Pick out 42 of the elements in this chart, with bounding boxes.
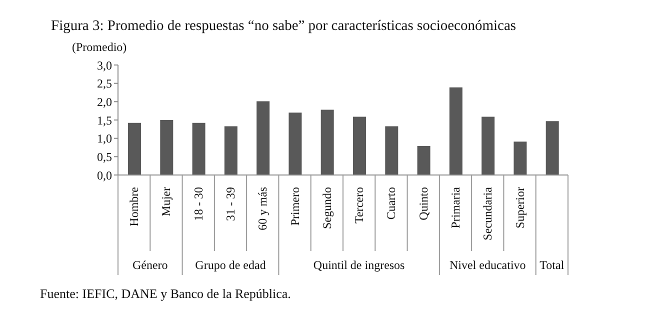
x-tick-label: Superior xyxy=(512,187,527,228)
bar xyxy=(256,101,270,175)
text: Total xyxy=(540,258,565,272)
bar xyxy=(514,142,527,175)
bar xyxy=(546,121,559,175)
y-axis-title: (Promedio) xyxy=(72,40,127,55)
y-tick-label: 2,5 xyxy=(97,76,112,91)
y-tick-label: 2,0 xyxy=(97,94,112,109)
y-tick-label: 3,0 xyxy=(97,58,112,72)
text: Quintil de ingresos xyxy=(313,258,406,272)
text: Género xyxy=(132,258,168,272)
chart-title: Figura 3: Promedio de respuestas “no sabe” por características socioeconómicas xyxy=(51,18,516,35)
x-tick-label: Hombre xyxy=(127,187,142,226)
bar xyxy=(192,122,206,175)
x-tick-label: Primaria xyxy=(448,186,462,228)
bar xyxy=(288,112,302,175)
x-tick-label: Cuarto xyxy=(384,187,398,220)
x-tick-label: 18 - 30 xyxy=(191,187,206,221)
y-tick-label: 1,5 xyxy=(97,113,112,128)
bar xyxy=(224,126,238,175)
bar xyxy=(482,116,495,175)
x-tick-label: Secundaria xyxy=(480,186,495,240)
bar xyxy=(417,146,430,175)
x-tick-label: Primero xyxy=(288,187,302,226)
bar xyxy=(128,122,141,175)
text: Grupo de edad xyxy=(195,258,266,272)
source-note: Fuente: IEFIC, DANE y Banco de la República. xyxy=(40,286,291,302)
text: Nivel educativo xyxy=(449,258,526,272)
x-tick-label: Quinto xyxy=(416,187,430,220)
bar xyxy=(449,87,462,175)
y-tick-label: 0,0 xyxy=(97,168,112,182)
x-tick-label: 60 y más xyxy=(256,186,270,230)
bar xyxy=(385,126,398,175)
x-tick-label: Segundo xyxy=(320,187,334,229)
bar xyxy=(353,116,366,175)
bar xyxy=(320,110,334,175)
x-tick-label: 31 - 39 xyxy=(224,187,238,221)
y-tick-label: 1,0 xyxy=(97,132,112,146)
x-tick-label: Mujer xyxy=(159,187,174,216)
bar xyxy=(160,120,174,175)
x-tick-label: Tercero xyxy=(352,187,366,224)
y-tick-label: 0,5 xyxy=(97,150,112,164)
